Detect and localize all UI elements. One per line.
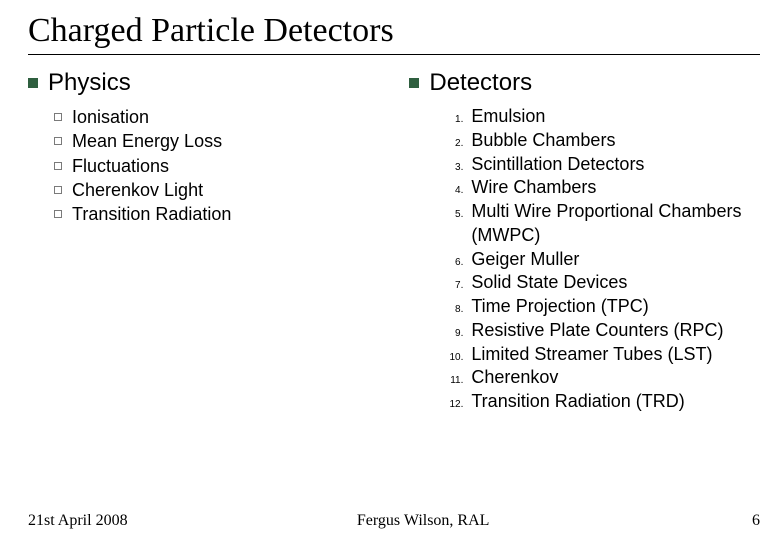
item-number: 4. (445, 184, 463, 197)
item-number: 2. (445, 137, 463, 150)
hollow-square-icon (54, 137, 62, 145)
hollow-square-icon (54, 210, 62, 218)
item-label: Emulsion (471, 105, 545, 129)
item-number: 7. (445, 279, 463, 292)
item-label: Resistive Plate Counters (RPC) (471, 319, 723, 343)
list-item: Ionisation (54, 105, 379, 129)
left-heading-row: Physics (28, 69, 379, 97)
right-heading-row: Detectors (409, 69, 760, 97)
slide-title: Charged Particle Detectors (28, 12, 760, 50)
list-item: 8. Time Projection (TPC) (445, 295, 760, 319)
physics-list: Ionisation Mean Energy Loss Fluctuations… (28, 105, 379, 226)
item-number: 12. (445, 398, 463, 411)
item-label: Multi Wire Proportional Chambers (MWPC) (471, 200, 760, 248)
footer: 21st April 2008 Fergus Wilson, RAL 6 (28, 512, 760, 530)
item-label: Ionisation (72, 105, 149, 129)
item-label: Transition Radiation (72, 202, 231, 226)
two-column-layout: Physics Ionisation Mean Energy Loss Fluc… (28, 69, 760, 414)
item-label: Fluctuations (72, 154, 169, 178)
left-column: Physics Ionisation Mean Energy Loss Fluc… (28, 69, 379, 414)
slide: Charged Particle Detectors Physics Ionis… (0, 0, 780, 540)
item-number: 1. (445, 113, 463, 126)
item-label: Time Projection (TPC) (471, 295, 648, 319)
item-label: Wire Chambers (471, 176, 596, 200)
item-number: 9. (445, 327, 463, 340)
footer-date: 21st April 2008 (28, 512, 128, 530)
list-item: 5. Multi Wire Proportional Chambers (MWPC… (445, 200, 760, 248)
square-bullet-icon (409, 78, 419, 88)
square-bullet-icon (28, 78, 38, 88)
item-number: 10. (445, 351, 463, 364)
item-number: 3. (445, 161, 463, 174)
hollow-square-icon (54, 162, 62, 170)
list-item: 12. Transition Radiation (TRD) (445, 390, 760, 414)
right-column: Detectors 1. Emulsion 2. Bubble Chambers 3… (409, 69, 760, 414)
title-rule (28, 54, 760, 55)
list-item: 11. Cherenkov (445, 366, 760, 390)
detectors-list: 1. Emulsion 2. Bubble Chambers 3. Scintilla… (409, 105, 760, 414)
hollow-square-icon (54, 186, 62, 194)
hollow-square-icon (54, 113, 62, 121)
item-label: Cherenkov (471, 366, 558, 390)
item-number: 5. (445, 208, 463, 221)
footer-author: Fergus Wilson, RAL (357, 512, 490, 530)
list-item: 10. Limited Streamer Tubes (LST) (445, 343, 760, 367)
item-label: Bubble Chambers (471, 129, 615, 153)
page-number: 6 (752, 512, 760, 530)
item-number: 11. (445, 374, 463, 387)
item-label: Mean Energy Loss (72, 129, 222, 153)
item-label: Solid State Devices (471, 271, 627, 295)
item-label: Limited Streamer Tubes (LST) (471, 343, 712, 367)
item-number: 6. (445, 256, 463, 269)
list-item: 3. Scintillation Detectors (445, 153, 760, 177)
list-item: 1. Emulsion (445, 105, 760, 129)
item-label: Geiger Muller (471, 248, 579, 272)
list-item: Cherenkov Light (54, 178, 379, 202)
list-item: Mean Energy Loss (54, 129, 379, 153)
list-item: Transition Radiation (54, 202, 379, 226)
list-item: Fluctuations (54, 154, 379, 178)
item-label: Scintillation Detectors (471, 153, 644, 177)
item-label: Transition Radiation (TRD) (471, 390, 684, 414)
left-heading: Physics (48, 69, 131, 97)
list-item: 7. Solid State Devices (445, 271, 760, 295)
right-heading: Detectors (429, 69, 532, 97)
list-item: 4. Wire Chambers (445, 176, 760, 200)
item-label: Cherenkov Light (72, 178, 203, 202)
list-item: 2. Bubble Chambers (445, 129, 760, 153)
list-item: 9. Resistive Plate Counters (RPC) (445, 319, 760, 343)
list-item: 6. Geiger Muller (445, 248, 760, 272)
item-number: 8. (445, 303, 463, 316)
